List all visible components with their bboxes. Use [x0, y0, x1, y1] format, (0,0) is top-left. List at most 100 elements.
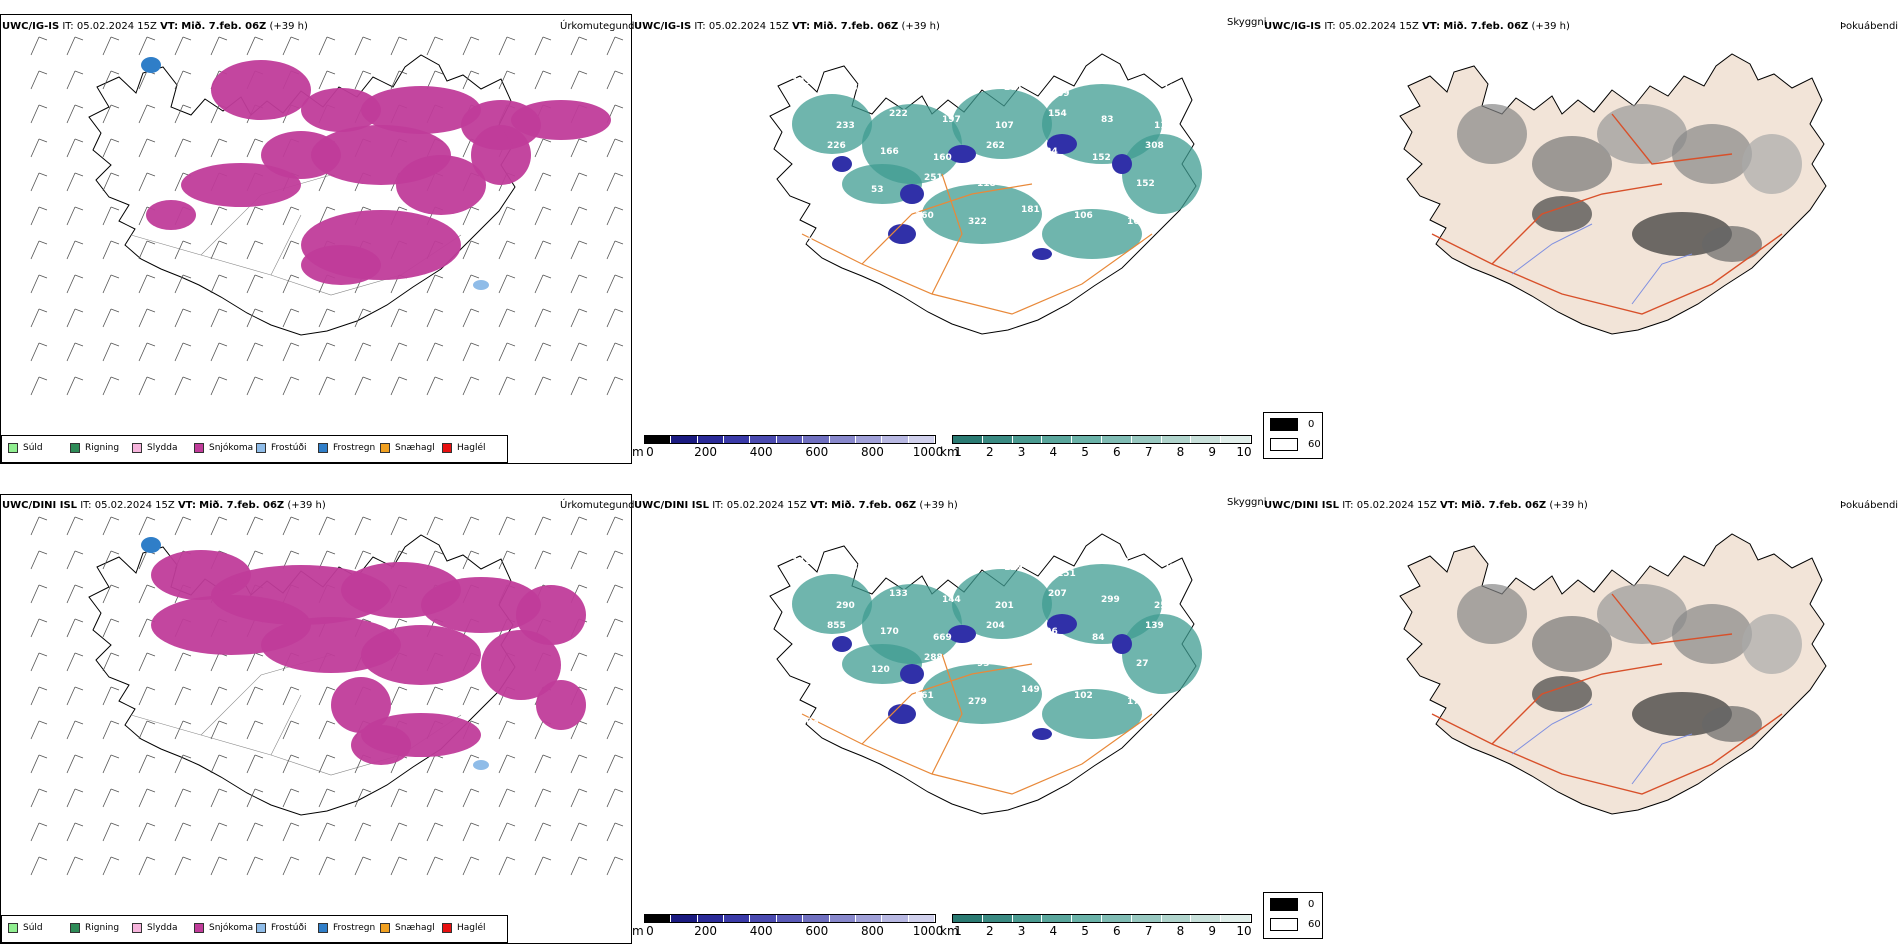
visibility-value-label: 129 [1004, 563, 1023, 573]
fog-index-area [1457, 104, 1527, 164]
row1-cloudbase-scale: m 0 200 400 600 800 1000 [632, 435, 943, 459]
scale-tick-label: 8 [1176, 924, 1185, 938]
visibility-value-label: 324 [1039, 147, 1058, 157]
wind-barb [498, 516, 516, 536]
scale-tick-label: 4 [1049, 924, 1058, 938]
visibility-value-label: 17 [1127, 697, 1140, 707]
wind-barb [102, 652, 120, 672]
wind-barb [246, 516, 264, 536]
visibility-value-label: 139 [1145, 621, 1164, 631]
wind-barb [318, 686, 336, 706]
wind-barb [30, 308, 48, 328]
visibility-value-labels: 142 152 73 199 129 151 242 218 290 133 144 201 207 29… [792, 557, 1182, 739]
wind-barb [534, 308, 552, 328]
wind-barb [210, 36, 228, 56]
fog-index-area [1532, 136, 1612, 192]
wind-barb [102, 104, 120, 124]
wind-barb [462, 788, 480, 808]
precip-legend-item: Frostúði [256, 442, 306, 454]
scale-tick-label: 5 [1081, 924, 1089, 938]
wind-barb [354, 550, 372, 570]
wind-barb [570, 240, 588, 260]
precip-legend-item: Haglél [442, 922, 486, 934]
wind-barb [174, 516, 192, 536]
visibility-value-label: 196 [1039, 627, 1058, 637]
scale-unit: km [940, 445, 959, 459]
legend-swatch [8, 443, 18, 453]
wind-barb [210, 788, 228, 808]
wind-barb [66, 308, 84, 328]
scale-tick-label: 1 [954, 445, 962, 459]
wind-barb [390, 308, 408, 328]
visibility-value-label: 360 [915, 211, 934, 221]
legend-label: Frostúði [271, 443, 307, 453]
wind-barb [66, 788, 84, 808]
wind-barb [354, 342, 372, 362]
precip-legend-item: Snæhagl [380, 922, 435, 934]
wind-barb [570, 206, 588, 226]
visibility-value-label: 181 [1021, 205, 1040, 215]
snowfall-area [211, 60, 311, 120]
wind-barb [66, 686, 84, 706]
visibility-value-label: 83 [1101, 115, 1114, 125]
visibility-value-label: 107 [995, 121, 1014, 131]
wind-barb [462, 36, 480, 56]
wind-barb [534, 240, 552, 260]
legend-label: Snæhagl [395, 443, 435, 453]
wind-barb [462, 240, 480, 260]
wind-barb [138, 138, 156, 158]
wind-barb [246, 274, 264, 294]
scale-color-bar [644, 435, 936, 444]
wind-barb [426, 274, 444, 294]
scale-tick-label: 400 [749, 445, 773, 459]
visibility-areas [792, 564, 1202, 740]
wind-barb [282, 36, 300, 56]
wind-barb [570, 274, 588, 294]
precip-legend-item: Súld [8, 442, 43, 454]
visibility-value-label: 559 [951, 77, 970, 87]
fog-legend-item: 0 [1270, 898, 1314, 911]
fog-index-area [1457, 584, 1527, 644]
visibility-value-label: 149 [1021, 685, 1040, 695]
wind-barb [102, 274, 120, 294]
frost-drizzle-area [473, 280, 489, 290]
wind-barb [606, 856, 624, 876]
wind-barb [606, 788, 624, 808]
visibility-value-label: 114 [818, 659, 837, 669]
wind-barb [138, 172, 156, 192]
frost-drizzle-area [473, 760, 489, 770]
fog-index-area [1742, 134, 1802, 194]
wind-barb [30, 36, 48, 56]
low-visibility-area [952, 569, 1052, 639]
visibility-areas [792, 84, 1202, 260]
legend-label: Rigning [85, 443, 120, 453]
wind-barb [318, 308, 336, 328]
legend-label: Rigning [85, 923, 120, 933]
wind-barb [318, 856, 336, 876]
visibility-value-label: 133 [889, 589, 908, 599]
wind-barb [102, 584, 120, 604]
scale-color-cell [724, 915, 751, 922]
visibility-value-label: 53 [871, 185, 884, 195]
wind-barb [606, 240, 624, 260]
wind-barb [462, 686, 480, 706]
wind-barb [570, 376, 588, 396]
wind-barb [498, 206, 516, 226]
visibility-value-label: 106 [1074, 211, 1093, 221]
wind-barb [30, 138, 48, 158]
low-cloudbase-area [1047, 614, 1077, 634]
road-network [801, 653, 1153, 795]
scale-color-cell [645, 436, 672, 443]
visibility-value-label: 561 [915, 691, 934, 701]
visibility-value-label: 251 [1154, 601, 1173, 611]
wind-barb [174, 70, 192, 90]
visibility-value-label: 73 [898, 569, 911, 579]
visibility-map: 142 152 73 199 129 151 242 218 290 133 144 201 207 29… [769, 533, 1202, 815]
visibility-value-label: 299 [1101, 595, 1120, 605]
legend-swatch [380, 443, 390, 453]
snowfall-area [396, 155, 486, 215]
wind-barb [462, 308, 480, 328]
wind-barb [102, 172, 120, 192]
visibility-value-label: 218 [1163, 563, 1182, 573]
precip-legend-item: Slydda [132, 922, 177, 934]
